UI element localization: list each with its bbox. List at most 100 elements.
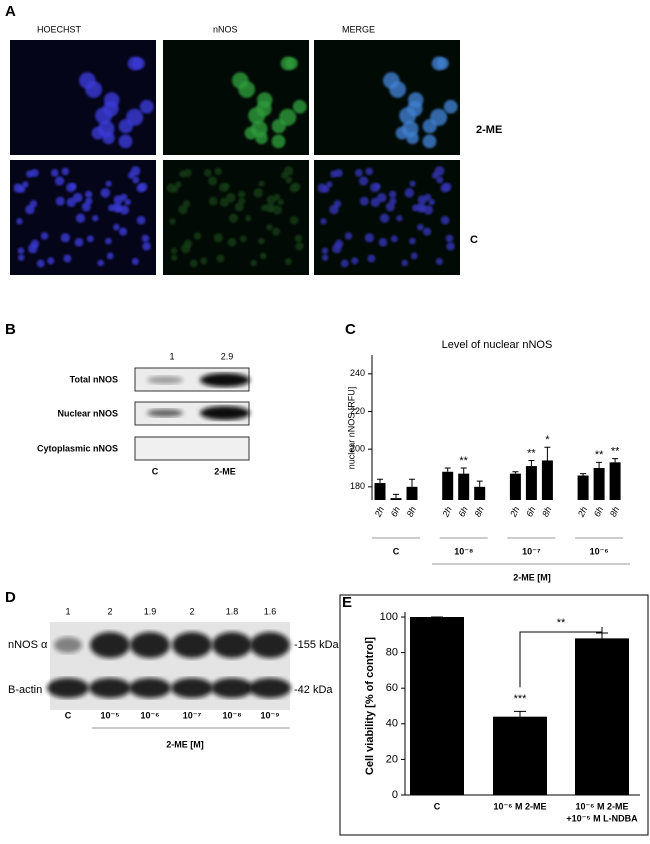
band bbox=[249, 678, 291, 698]
cell bbox=[390, 235, 398, 243]
cell bbox=[141, 234, 150, 243]
cell bbox=[200, 257, 208, 265]
band bbox=[89, 678, 131, 698]
lane-label: 10⁻⁸ bbox=[222, 710, 241, 720]
band bbox=[200, 373, 250, 387]
cell bbox=[113, 223, 120, 231]
cell bbox=[120, 193, 128, 201]
group-title: 2-ME [M] bbox=[513, 572, 551, 582]
x-tick-label: 8h bbox=[472, 505, 485, 518]
cell bbox=[354, 168, 363, 177]
ratio: 1.6 bbox=[264, 606, 277, 616]
size-label: -42 kDa bbox=[294, 684, 333, 696]
x-tick-label: +10⁻⁵ M L-NDBA bbox=[566, 813, 638, 823]
x-tick-label: 2h bbox=[575, 505, 589, 519]
cell bbox=[111, 202, 122, 213]
bar bbox=[575, 638, 629, 795]
cell bbox=[132, 57, 145, 70]
cell bbox=[404, 188, 415, 198]
x-tick-label: 6h bbox=[592, 505, 605, 518]
ratio: 1 bbox=[65, 606, 70, 616]
cell bbox=[388, 190, 397, 199]
blot: Total nNOS Nuclear nNOS Cytoplasmic nNOS 1 2… bbox=[37, 351, 250, 476]
row-label: Cytoplasmic nNOS bbox=[37, 443, 118, 453]
cell bbox=[279, 108, 297, 126]
error-bar bbox=[544, 446, 551, 461]
cell bbox=[84, 190, 93, 199]
bar bbox=[406, 486, 418, 500]
lane-label: C bbox=[65, 710, 72, 720]
cell bbox=[213, 233, 223, 243]
cell bbox=[238, 81, 256, 98]
y-label: nuclear nNOS [RFU] bbox=[346, 387, 356, 470]
cell bbox=[55, 196, 65, 206]
cell bbox=[142, 241, 151, 251]
band bbox=[211, 678, 253, 698]
cell bbox=[409, 180, 416, 187]
cell bbox=[401, 120, 419, 138]
cell bbox=[358, 176, 369, 186]
cell bbox=[179, 170, 187, 178]
cell bbox=[138, 182, 148, 192]
cell bbox=[376, 192, 387, 203]
x-tick-label: C bbox=[434, 801, 441, 811]
cell bbox=[131, 257, 139, 266]
group-label: C bbox=[393, 546, 400, 556]
significance: ** bbox=[459, 455, 468, 467]
comparison-bracket bbox=[519, 627, 603, 688]
cell bbox=[320, 218, 327, 225]
cell bbox=[239, 235, 247, 243]
cell bbox=[13, 183, 23, 193]
panel-label: E bbox=[342, 594, 352, 611]
bar bbox=[609, 462, 621, 500]
x-tick-label: 2h bbox=[372, 505, 386, 519]
column-label: nNOS bbox=[213, 24, 238, 34]
lane-label: 10⁻⁵ bbox=[101, 710, 120, 720]
cell bbox=[428, 198, 435, 206]
cell bbox=[30, 239, 40, 249]
cell bbox=[124, 198, 131, 206]
bar bbox=[458, 473, 470, 500]
cell bbox=[238, 197, 246, 205]
cell bbox=[74, 237, 84, 247]
cell bbox=[407, 100, 423, 117]
y-tick-label: 40 bbox=[386, 718, 398, 730]
cell bbox=[36, 259, 45, 268]
error-bar bbox=[580, 473, 587, 476]
cell bbox=[445, 234, 454, 243]
error-bar bbox=[596, 632, 608, 639]
cell bbox=[329, 204, 339, 215]
band bbox=[212, 632, 252, 658]
cell bbox=[47, 257, 55, 265]
cell bbox=[183, 239, 193, 249]
cell bbox=[253, 188, 264, 198]
x-tick-label: 6h bbox=[524, 505, 537, 518]
cell bbox=[75, 213, 86, 223]
cell bbox=[193, 232, 202, 240]
cell bbox=[245, 215, 252, 222]
band bbox=[47, 678, 89, 698]
lane-label: C bbox=[152, 466, 159, 476]
cell bbox=[86, 235, 94, 243]
cell bbox=[178, 204, 188, 215]
microscopy bbox=[10, 40, 460, 275]
bar bbox=[593, 467, 605, 500]
cell bbox=[317, 183, 327, 193]
size-label: -155 kDa bbox=[294, 639, 340, 651]
blot: 1 C 2 10⁻⁵ 1.9 10⁻⁶ 2 10⁻⁷ 1.8 10⁻⁸ 1.6 10⁻⁹ nNOS α B… bbox=[8, 606, 340, 749]
cell bbox=[258, 237, 265, 245]
bar bbox=[390, 498, 402, 500]
cell bbox=[100, 188, 111, 198]
cell bbox=[401, 259, 408, 267]
x-tick-label: 10⁻⁶ M 2-ME bbox=[494, 801, 547, 811]
cell bbox=[17, 247, 25, 255]
cell bbox=[25, 204, 35, 215]
cell bbox=[442, 182, 452, 192]
cell bbox=[208, 196, 218, 206]
bar bbox=[442, 471, 454, 500]
cell bbox=[266, 223, 273, 231]
cell bbox=[92, 215, 99, 222]
significance: * bbox=[545, 434, 550, 446]
cell bbox=[410, 252, 418, 260]
error-bar bbox=[444, 467, 451, 472]
